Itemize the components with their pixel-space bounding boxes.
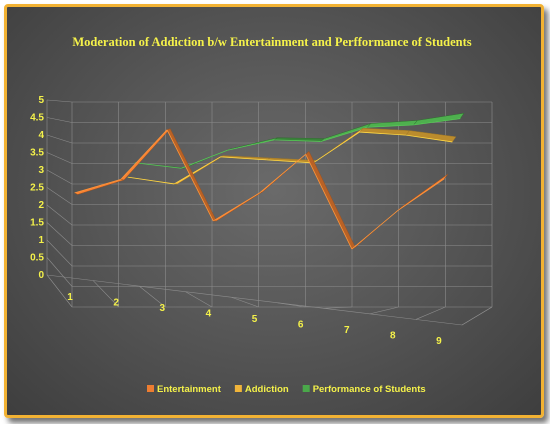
gridline-y (46, 204, 492, 226)
x-tick-label: 2 (113, 297, 119, 308)
floor-line (415, 306, 446, 320)
y-tick-label: 1.5 (30, 218, 44, 229)
gridline-y (46, 222, 492, 246)
x-tick-label: 4 (206, 308, 212, 319)
series-edge (173, 156, 221, 185)
floor-line (46, 274, 73, 308)
y-tick-label: 4 (38, 130, 44, 141)
y-tick-label: 1 (38, 235, 44, 246)
series-edge (181, 149, 228, 169)
series-edge (220, 156, 267, 161)
series-edge (127, 176, 175, 185)
gridline-y (46, 99, 492, 103)
legend-entry: Entertainment (157, 384, 222, 395)
y-tick-label: 3 (38, 165, 44, 176)
series-edge (120, 129, 168, 180)
x-tick-label: 7 (344, 325, 350, 336)
y-tick-label: 2 (38, 200, 44, 211)
y-tick-label: 0 (38, 270, 44, 281)
gridline-y (46, 239, 492, 267)
series-edge (413, 118, 461, 126)
axis-ticks: 0 0.5 1 1.5 2 2.5 3 3.5 4 4.5 5 1 2 3 4 5 6 7 8 9 (30, 95, 442, 347)
series-edge (74, 178, 121, 194)
legend: Entertainment Addiction Performance of Stu… (147, 384, 426, 395)
chart-svg: Moderation of Addiction b/w Entertainmen… (30, 35, 493, 395)
chart-title: Moderation of Addiction b/w Entertainmen… (72, 35, 471, 49)
gridline-y (46, 257, 492, 287)
x-tick-label: 9 (436, 336, 442, 347)
series-edge (213, 192, 260, 222)
series-edge (397, 178, 445, 211)
series-edge (227, 139, 275, 151)
series-edge (405, 134, 453, 143)
legend-entry: Addiction (245, 384, 289, 395)
series-segment-entertainment (305, 150, 356, 250)
floor-edge (46, 274, 493, 326)
y-tick-label: 2.5 (30, 183, 44, 194)
series-edge (266, 159, 314, 164)
series-segment-entertainment (120, 128, 172, 181)
floor-line (139, 285, 166, 308)
series-edge (274, 139, 321, 142)
series-edge (359, 131, 406, 136)
floor-line (92, 280, 119, 308)
series-segment-entertainment (73, 179, 124, 195)
x-tick-label: 1 (67, 292, 73, 303)
floor-line (323, 306, 353, 309)
y-tick-label: 3.5 (30, 148, 44, 159)
x-tick-label: 3 (159, 303, 165, 314)
legend-swatch (302, 385, 310, 392)
floor-line (369, 306, 399, 315)
floor-line (231, 296, 259, 308)
series-edge (259, 153, 306, 194)
series-edge (351, 209, 399, 250)
y-tick-label: 0.5 (30, 253, 44, 264)
series-edge (313, 131, 360, 164)
x-tick-label: 8 (390, 331, 396, 342)
x-tick-label: 5 (252, 314, 258, 325)
y-tick-label: 5 (38, 95, 44, 106)
series-edge (166, 129, 214, 222)
legend-swatch (147, 385, 154, 392)
series-edge (320, 126, 368, 142)
x-tick-label: 6 (298, 320, 304, 331)
series-edge (367, 124, 414, 128)
series-edge (134, 162, 182, 169)
series-ribbons (73, 112, 465, 250)
plot-grid (46, 99, 493, 326)
series-segment-entertainment (166, 128, 217, 222)
legend-swatch (234, 385, 242, 392)
series-edge (305, 154, 353, 250)
y-tick-label: 4.5 (30, 113, 44, 124)
legend-entry: Performance of Students (313, 384, 426, 395)
chart-frame: Moderation of Addiction b/w Entertainmen… (4, 4, 544, 418)
floor-line (185, 291, 213, 308)
